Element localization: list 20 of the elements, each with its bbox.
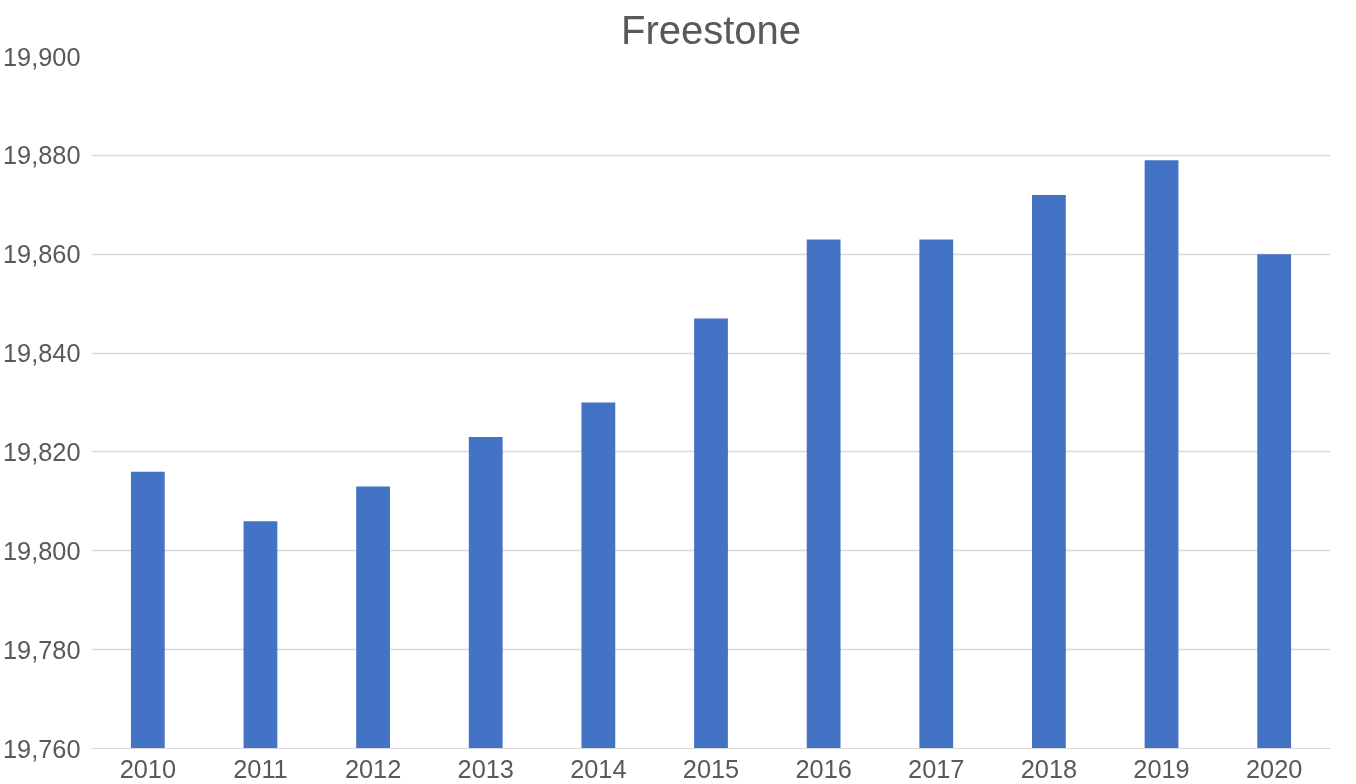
y-tick-label: 19,880 [3, 141, 81, 170]
y-tick-label: 19,760 [3, 734, 81, 763]
y-tick-label: 19,860 [3, 240, 81, 269]
y-tick-label: 19,900 [3, 42, 81, 71]
x-tick-label: 2011 [233, 754, 288, 783]
y-tick-label: 19,780 [3, 635, 81, 664]
y-tick-label: 19,820 [3, 437, 81, 466]
x-tick-label: 2014 [570, 754, 627, 783]
x-tick-label: 2018 [1020, 754, 1078, 783]
chart-title: Freestone [620, 7, 802, 52]
x-tick-label: 2012 [344, 754, 402, 783]
x-tick-label: 2017 [908, 754, 965, 783]
x-tick-label: 2016 [795, 754, 852, 783]
x-tick-label: 2013 [457, 754, 514, 783]
x-tick-label: 2010 [119, 754, 176, 783]
x-tick-label: 2015 [682, 754, 740, 783]
x-tick-label: 2019 [1133, 754, 1190, 783]
y-tick-label: 19,840 [3, 339, 81, 368]
y-tick-label: 19,800 [3, 536, 81, 565]
x-tick-label: 2020 [1246, 754, 1303, 783]
